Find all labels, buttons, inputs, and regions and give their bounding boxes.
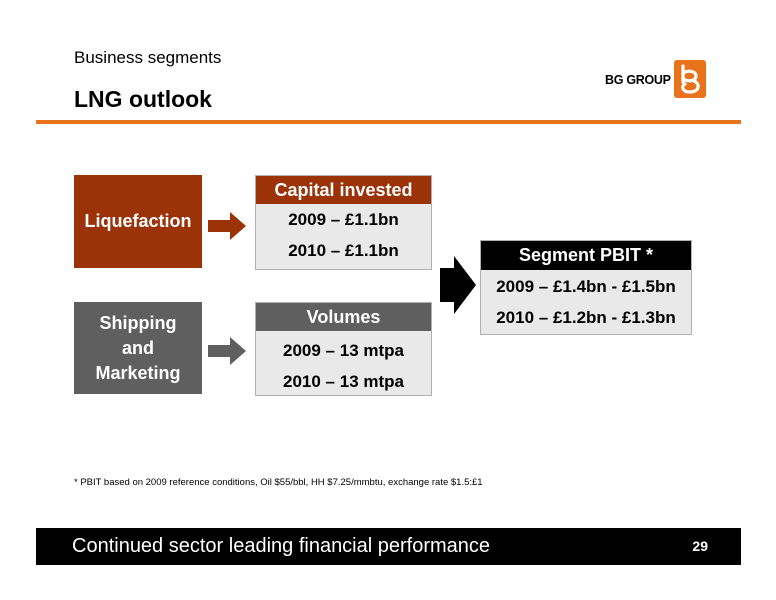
segment-pbit-header: Segment PBIT * xyxy=(481,241,691,270)
arrow-right-icon xyxy=(440,256,476,314)
liquefaction-segment: Liquefaction xyxy=(74,175,202,268)
arrow-right-icon xyxy=(208,212,246,240)
volumes-row: 2010 – 13 mtpa xyxy=(283,372,404,391)
shipping-label-line: Shipping xyxy=(99,312,177,333)
footer-tagline: Continued sector leading financial perfo… xyxy=(72,535,491,557)
capital-invested-header: Capital invested xyxy=(256,176,431,204)
arrow-right-icon xyxy=(208,337,246,365)
segment-pbit-box: Segment PBIT * 2009 – £1.4bn - £1.5bn 20… xyxy=(480,240,692,335)
shipping-label-line: Marketing xyxy=(95,362,181,383)
bg-logo-icon xyxy=(674,60,706,98)
page-number: 29 xyxy=(692,538,708,554)
logo-text: BG GROUP xyxy=(605,73,671,87)
segment-pbit-row: 2010 – £1.2bn - £1.3bn xyxy=(496,308,676,327)
capital-invested-row: 2010 – £1.1bn xyxy=(288,241,399,260)
shipping-marketing-segment: Shipping and Marketing xyxy=(74,302,202,394)
liquefaction-label: Liquefaction xyxy=(84,211,192,231)
footnote: * PBIT based on 2009 reference condition… xyxy=(74,477,483,488)
slide-title: LNG outlook xyxy=(74,86,212,112)
capital-invested-box: Capital invested 2009 – £1.1bn 2010 – £1… xyxy=(255,175,432,270)
footer-bar: Continued sector leading financial perfo… xyxy=(36,528,741,565)
capital-invested-row: 2009 – £1.1bn xyxy=(288,210,399,229)
segment-pbit-row: 2009 – £1.4bn - £1.5bn xyxy=(496,277,676,296)
volumes-header: Volumes xyxy=(256,303,431,331)
section-subtitle: Business segments xyxy=(74,48,222,67)
shipping-label-line: and xyxy=(121,337,154,358)
header-rule xyxy=(36,120,741,124)
volumes-row: 2009 – 13 mtpa xyxy=(283,341,404,360)
volumes-box: Volumes 2009 – 13 mtpa 2010 – 13 mtpa xyxy=(255,302,432,396)
